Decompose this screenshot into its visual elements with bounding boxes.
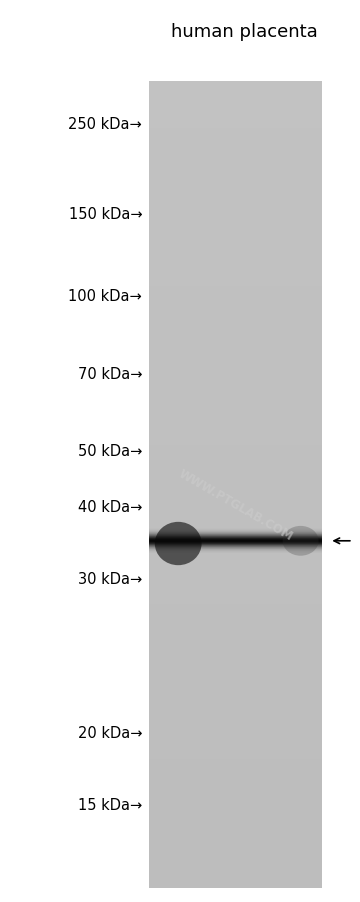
Text: 100 kDa→: 100 kDa→ bbox=[68, 289, 142, 303]
Text: human placenta: human placenta bbox=[171, 23, 318, 41]
Text: 40 kDa→: 40 kDa→ bbox=[78, 500, 142, 514]
Ellipse shape bbox=[283, 526, 319, 556]
Text: 150 kDa→: 150 kDa→ bbox=[68, 207, 142, 222]
Text: WWW.PTGLAB.COM: WWW.PTGLAB.COM bbox=[176, 467, 295, 543]
Text: 30 kDa→: 30 kDa→ bbox=[78, 572, 142, 586]
Text: 20 kDa→: 20 kDa→ bbox=[78, 725, 142, 740]
Ellipse shape bbox=[155, 522, 202, 566]
Text: 70 kDa→: 70 kDa→ bbox=[78, 367, 142, 382]
Text: 250 kDa→: 250 kDa→ bbox=[68, 117, 142, 132]
Text: 50 kDa→: 50 kDa→ bbox=[78, 444, 142, 458]
Text: 15 kDa→: 15 kDa→ bbox=[78, 797, 142, 812]
